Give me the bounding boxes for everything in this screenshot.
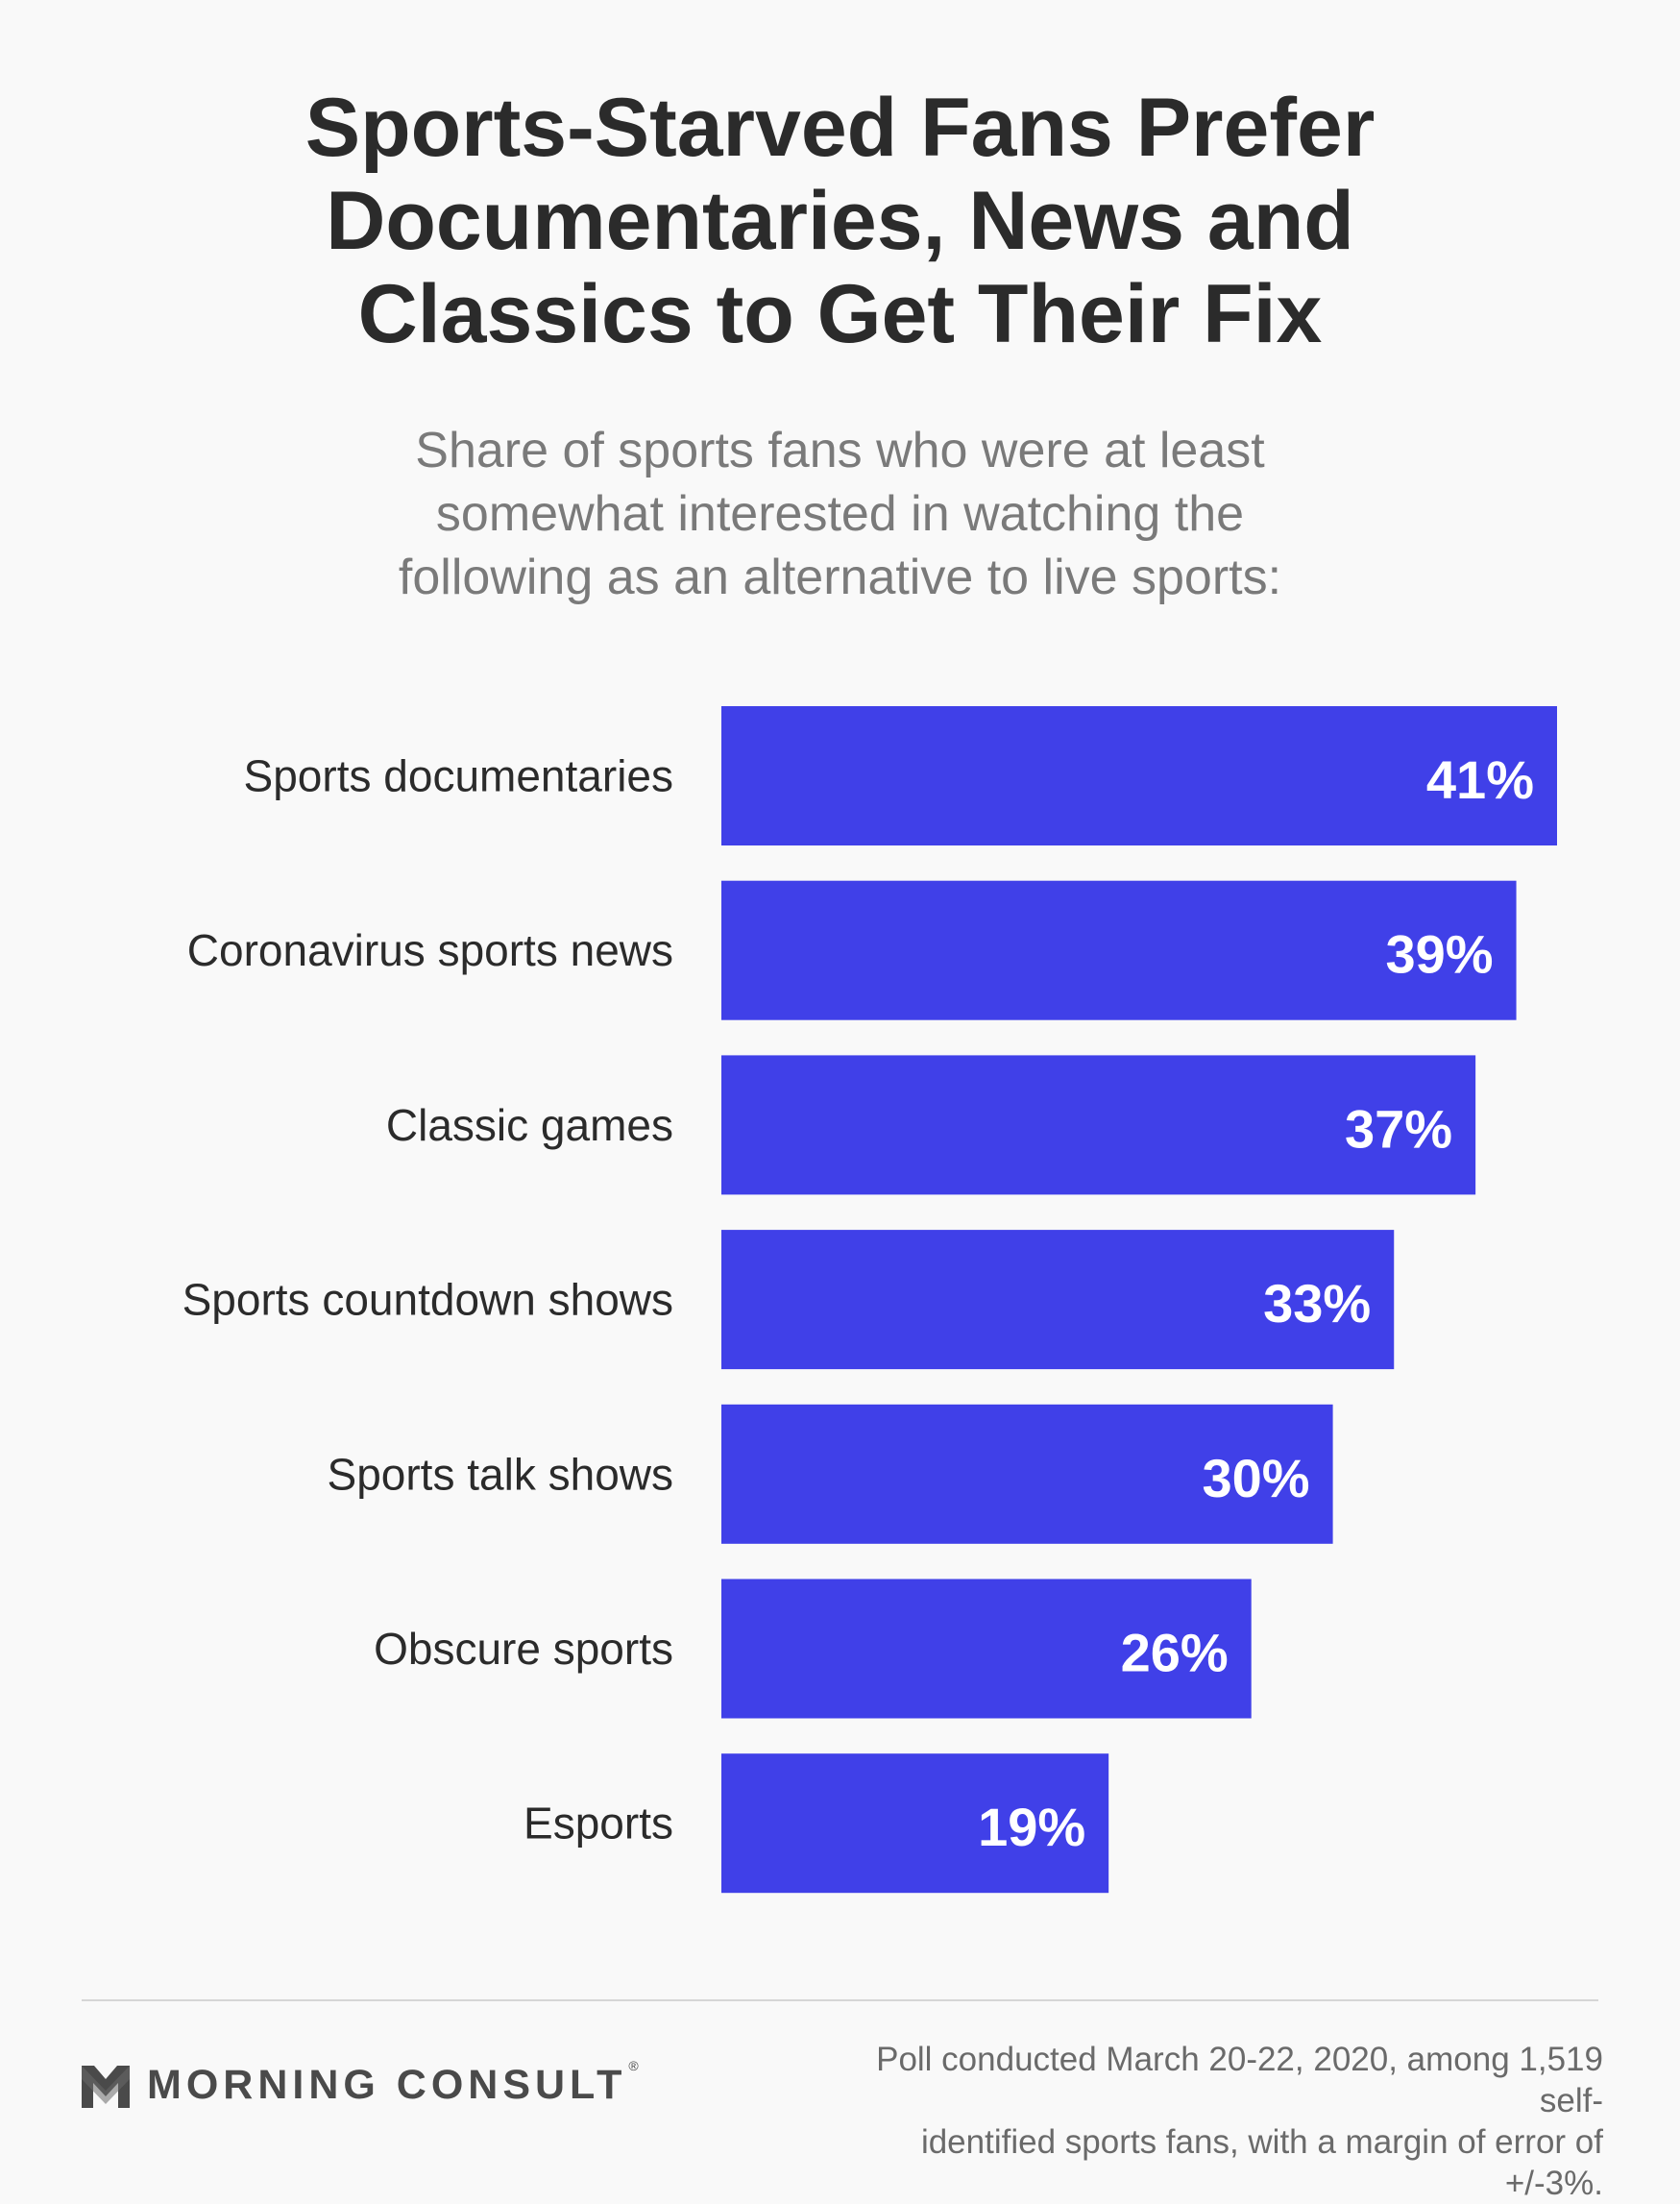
value-label: 33% bbox=[1263, 1273, 1371, 1334]
chart-subtitle-line: following as an alternative to live spor… bbox=[398, 550, 1282, 605]
footer-divider bbox=[82, 1999, 1598, 2001]
category-label: Coronavirus sports news bbox=[187, 925, 673, 975]
category-label: Esports bbox=[523, 1799, 673, 1849]
category-label: Sports talk shows bbox=[328, 1449, 673, 1499]
footnote-line: Poll conducted March 20-22, 2020, among … bbox=[876, 2041, 1603, 2119]
bar bbox=[721, 1579, 1252, 1719]
category-label: Sports countdown shows bbox=[183, 1275, 673, 1325]
category-label: Obscure sports bbox=[374, 1624, 673, 1674]
value-label: 39% bbox=[1385, 924, 1493, 985]
chart-title-line: Documentaries, News and bbox=[326, 175, 1354, 267]
morning-consult-m-icon bbox=[82, 2066, 130, 2108]
category-label: Sports documentaries bbox=[244, 751, 673, 801]
bar bbox=[721, 880, 1517, 1020]
bar bbox=[721, 1404, 1333, 1544]
chart-title-line: Sports-Starved Fans Prefer bbox=[304, 82, 1376, 174]
chart-subtitle-line: Share of sports fans who were at least bbox=[415, 423, 1265, 478]
bar bbox=[721, 1230, 1395, 1370]
morning-consult-logo: MORNING CONSULT ® bbox=[82, 2056, 639, 2114]
registered-mark: ® bbox=[628, 2058, 639, 2073]
bar bbox=[721, 1055, 1476, 1195]
value-label: 26% bbox=[1121, 1623, 1229, 1683]
chart-subtitle-line: somewhat interested in watching the bbox=[435, 486, 1245, 542]
value-label: 19% bbox=[978, 1797, 1085, 1857]
value-label: 30% bbox=[1202, 1448, 1309, 1508]
category-label: Classic games bbox=[386, 1100, 673, 1150]
bar bbox=[721, 706, 1557, 845]
value-label: 41% bbox=[1426, 749, 1534, 810]
chart-subtitle: Share of sports fans who were at least s… bbox=[0, 419, 1680, 609]
brand-name: MORNING CONSULT bbox=[147, 2061, 627, 2108]
chart-title: Sports-Starved Fans Prefer Documentaries… bbox=[0, 82, 1680, 361]
chart-title-line: Classics to Get Their Fix bbox=[357, 268, 1323, 360]
bar bbox=[721, 1753, 1109, 1894]
footnote: Poll conducted March 20-22, 2020, among … bbox=[816, 2039, 1603, 2204]
footnote-line: identified sports fans, with a margin of… bbox=[920, 2123, 1603, 2202]
value-label: 37% bbox=[1345, 1098, 1452, 1159]
